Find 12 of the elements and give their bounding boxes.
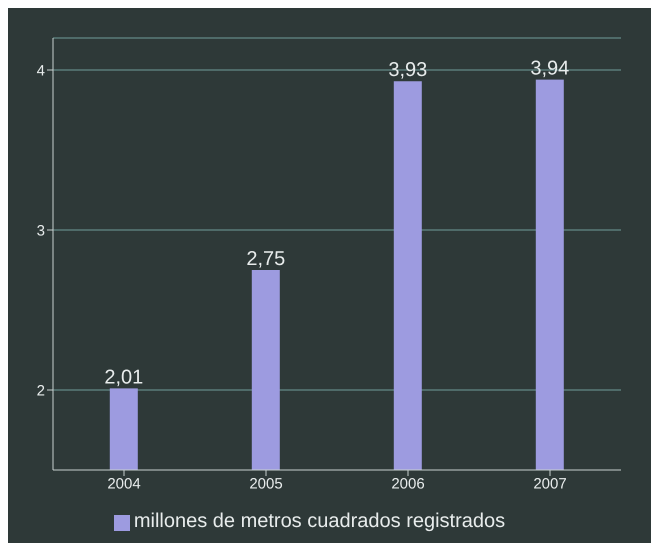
y-tick-label: 3 <box>36 222 45 240</box>
y-tick-label: 2 <box>36 382 45 400</box>
data-label: 3,93 <box>388 59 428 82</box>
x-tick-label: 2006 <box>391 476 425 493</box>
x-tick-label: 2007 <box>533 476 567 493</box>
data-label: 2,75 <box>246 248 286 270</box>
x-tick-label: 2005 <box>249 476 283 493</box>
data-label: 3,94 <box>530 58 570 80</box>
x-tick-label: 2004 <box>107 476 141 493</box>
legend-label: millones de metros cuadrados registrados <box>134 510 506 532</box>
y-tick-label: 4 <box>36 62 45 80</box>
data-label: 2,01 <box>104 366 144 388</box>
